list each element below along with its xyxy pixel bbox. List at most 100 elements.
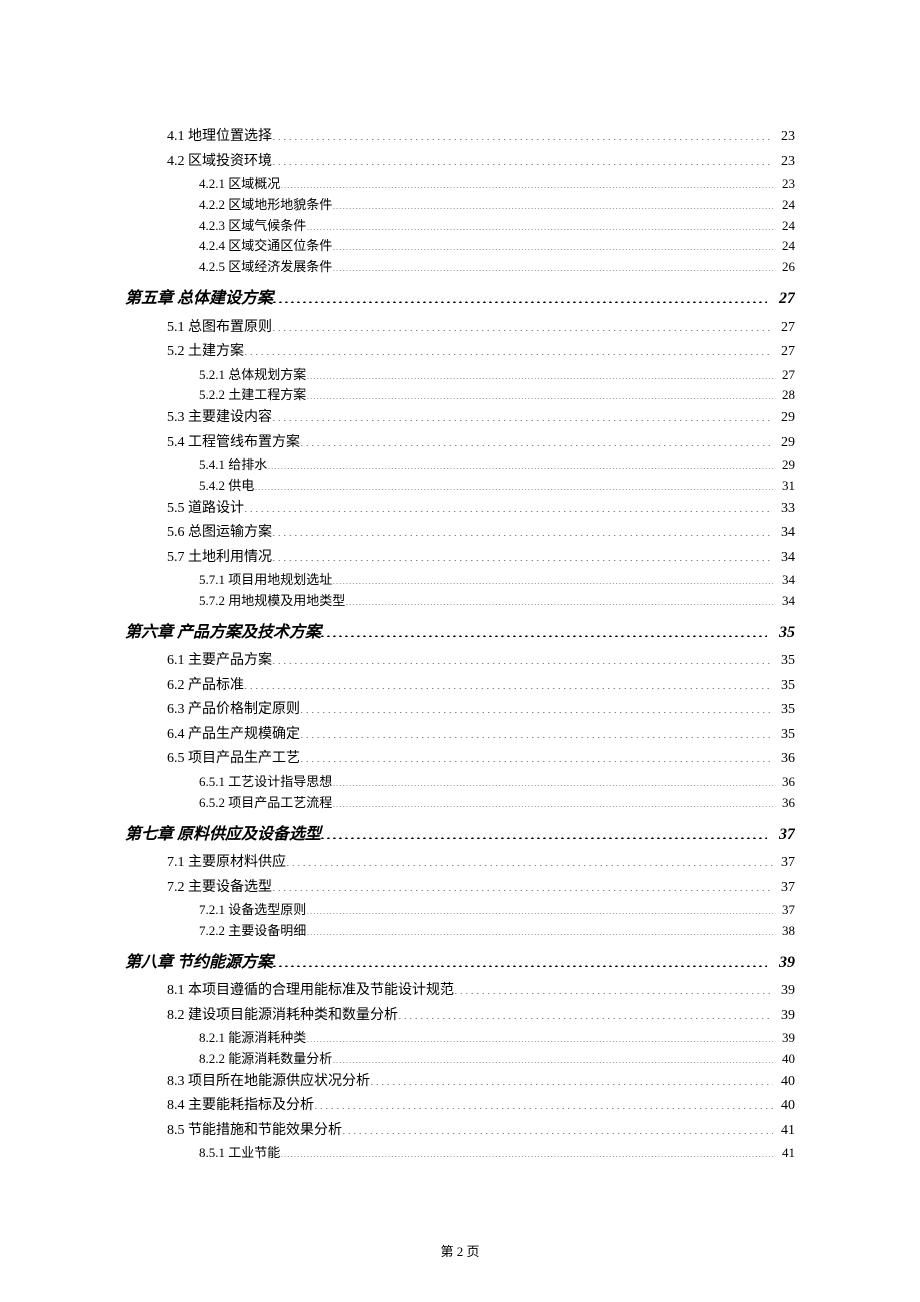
toc-entry-page: 39 (773, 979, 795, 1004)
toc-entry-label: 5.7.2 用地规模及用地类型 (199, 591, 345, 612)
toc-entry: 5.1 总图布置原则27 (125, 316, 795, 341)
toc-entry: 7.2.2 主要设备明细38 (125, 921, 795, 942)
toc-leader-dots (280, 1144, 775, 1157)
toc-entry-page: 35 (767, 620, 795, 646)
toc-leader-dots (342, 1120, 773, 1134)
toc-entry: 8.2.2 能源消耗数量分析 40 (125, 1049, 795, 1070)
toc-entry-label: 5.5 道路设计 (167, 497, 244, 522)
toc-entry-page: 41 (773, 1119, 795, 1144)
toc-entry-page: 28 (775, 385, 795, 406)
toc-entry-label: 6.5.2 项目产品工艺流程 (199, 793, 332, 814)
toc-leader-dots (286, 852, 773, 866)
toc-entry-page: 37 (773, 876, 795, 901)
toc-leader-dots (272, 407, 773, 421)
toc-entry-label: 7.1 主要原材料供应 (167, 851, 286, 876)
toc-entry: 4.2.4 区域交通区位条件24 (125, 236, 795, 257)
toc-entry-page: 24 (775, 216, 795, 237)
toc-entry-label: 8.4 主要能耗指标及分析 (167, 1094, 314, 1119)
toc-entry: 5.4.2 供电31 (125, 476, 795, 497)
toc-leader-dots (345, 592, 775, 605)
toc-leader-dots (272, 522, 773, 536)
toc-entry: 4.2 区域投资环境23 (125, 150, 795, 175)
toc-entry-page: 40 (773, 1094, 795, 1119)
toc-entry: 第六章 产品方案及技术方案35 (125, 620, 795, 646)
toc-entry-label: 7.2 主要设备选型 (167, 876, 272, 901)
toc-entry-label: 8.3 项目所在地能源供应状况分析 (167, 1070, 370, 1095)
toc-leader-dots (306, 217, 775, 230)
toc-leader-dots (332, 258, 775, 271)
toc-entry: 5.2.2 土建工程方案28 (125, 385, 795, 406)
toc-entry-page: 27 (775, 365, 795, 386)
toc-entry: 4.1 地理位置选择23 (125, 125, 795, 150)
toc-entry-page: 39 (773, 1004, 795, 1029)
toc-entry-page: 24 (775, 236, 795, 257)
toc-entry: 8.5.1 工业节能41 (125, 1143, 795, 1164)
toc-leader-dots (332, 794, 775, 807)
toc-leader-dots (370, 1071, 773, 1085)
toc-entry-label: 第五章 总体建设方案 (125, 286, 273, 312)
toc-entry-label: 8.2 建设项目能源消耗种类和数量分析 (167, 1004, 398, 1029)
toc-entry-page: 23 (773, 150, 795, 175)
toc-leader-dots (332, 1050, 775, 1063)
toc-leader-dots (272, 317, 773, 331)
toc-leader-dots (300, 724, 773, 738)
toc-entry-page: 39 (775, 1028, 795, 1049)
toc-leader-dots (272, 126, 773, 140)
toc-entry-page: 36 (775, 793, 795, 814)
table-of-contents: 4.1 地理位置选择234.2 区域投资环境234.2.1 区域概况234.2.… (125, 125, 795, 1164)
toc-entry: 5.6 总图运输方案34 (125, 521, 795, 546)
toc-entry-page: 23 (773, 125, 795, 150)
toc-entry: 6.2 产品标准35 (125, 674, 795, 699)
toc-leader-dots (306, 901, 775, 914)
toc-entry: 4.2.2 区域地形地貌条件24 (125, 195, 795, 216)
page-footer: 第 2 页 (0, 1241, 920, 1260)
toc-entry-label: 5.3 主要建设内容 (167, 406, 272, 431)
toc-entry: 8.2 建设项目能源消耗种类和数量分析 39 (125, 1004, 795, 1029)
toc-entry: 7.2 主要设备选型 37 (125, 876, 795, 901)
toc-entry-page: 27 (773, 316, 795, 341)
toc-entry: 第八章 节约能源方案39 (125, 950, 795, 976)
toc-entry-page: 26 (775, 257, 795, 278)
toc-entry-page: 33 (773, 497, 795, 522)
toc-leader-dots (244, 675, 773, 689)
toc-entry: 第五章 总体建设方案27 (125, 286, 795, 312)
toc-entry: 4.2.1 区域概况23 (125, 174, 795, 195)
toc-entry-label: 8.2.2 能源消耗数量分析 (199, 1049, 332, 1070)
toc-leader-dots (332, 237, 775, 250)
toc-entry-label: 4.2.1 区域概况 (199, 174, 280, 195)
toc-entry-page: 24 (775, 195, 795, 216)
toc-entry-page: 37 (775, 900, 795, 921)
toc-entry-page: 40 (775, 1049, 795, 1070)
toc-leader-dots (306, 922, 775, 935)
toc-leader-dots (306, 1029, 775, 1042)
toc-entry-label: 5.2 土建方案 (167, 340, 244, 365)
toc-entry: 6.5 项目产品生产工艺36 (125, 747, 795, 772)
toc-entry-label: 5.2.1 总体规划方案 (199, 365, 306, 386)
toc-entry-label: 5.7.1 项目用地规划选址 (199, 570, 332, 591)
toc-leader-dots (273, 951, 767, 967)
toc-leader-dots (332, 571, 775, 584)
toc-entry: 5.3 主要建设内容29 (125, 406, 795, 431)
toc-entry-page: 35 (773, 723, 795, 748)
toc-entry-label: 6.2 产品标准 (167, 674, 244, 699)
toc-entry-label: 5.7 土地利用情况 (167, 546, 272, 571)
toc-entry: 5.2.1 总体规划方案 27 (125, 365, 795, 386)
toc-entry: 6.5.1 工艺设计指导思想36 (125, 772, 795, 793)
toc-entry: 5.2 土建方案27 (125, 340, 795, 365)
toc-leader-dots (244, 341, 773, 355)
toc-entry-page: 39 (767, 950, 795, 976)
toc-entry: 5.4 工程管线布置方案29 (125, 431, 795, 456)
toc-entry-label: 7.2.1 设备选型原则 (199, 900, 306, 921)
toc-entry-label: 8.1 本项目遵循的合理用能标准及节能设计规范 (167, 979, 454, 1004)
toc-entry-page: 38 (775, 921, 795, 942)
toc-leader-dots (267, 456, 775, 469)
toc-entry: 6.3 产品价格制定原则35 (125, 698, 795, 723)
toc-leader-dots (314, 1095, 773, 1109)
toc-entry-page: 34 (775, 591, 795, 612)
toc-entry: 5.7.2 用地规模及用地类型 34 (125, 591, 795, 612)
toc-leader-dots (306, 366, 775, 379)
toc-entry: 5.4.1 给排水29 (125, 455, 795, 476)
toc-entry-label: 6.1 主要产品方案 (167, 649, 272, 674)
toc-entry-page: 35 (773, 698, 795, 723)
toc-entry: 6.1 主要产品方案35 (125, 649, 795, 674)
